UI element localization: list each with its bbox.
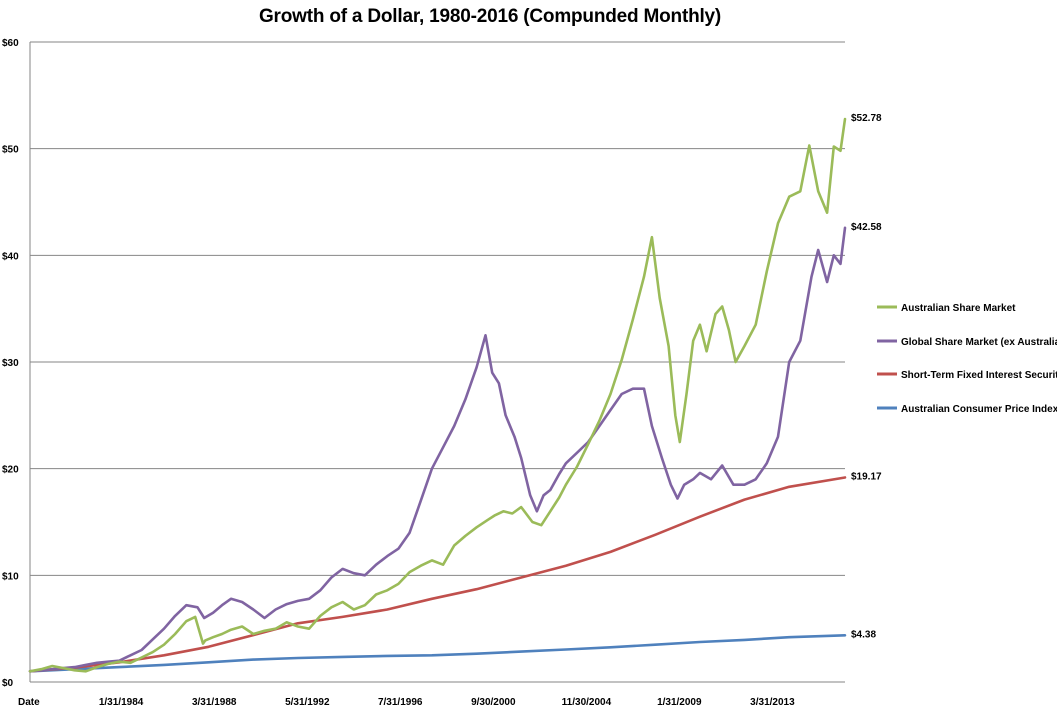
end-value-label: $4.38 <box>851 629 876 640</box>
axes: $0 $10 $20 $30 $40 $50 $60 Date 1/31/1984 3/31/19… <box>2 38 845 708</box>
y-tick-label: $30 <box>2 358 19 369</box>
x-tick-label: Date <box>18 697 40 708</box>
legend: Australian Share Market Global Share Mark… <box>877 303 1057 415</box>
legend-label: Global Share Market (ex Australia) <box>901 337 1057 348</box>
y-tick-label: $60 <box>2 38 19 49</box>
legend-label: Australian Consumer Price Index <box>901 404 1057 415</box>
y-tick-label: $50 <box>2 145 19 156</box>
x-tick-label: 3/31/2013 <box>750 697 795 708</box>
legend-label: Short-Term Fixed Interest Securities <box>901 370 1057 381</box>
end-value-label: $42.58 <box>851 222 882 233</box>
x-tick-label: 3/31/1988 <box>192 697 237 708</box>
y-tick-label: $10 <box>2 571 19 582</box>
x-tick-label: 1/31/2009 <box>657 697 702 708</box>
x-tick-label: 9/30/2000 <box>471 697 516 708</box>
series-line-3 <box>28 476 847 673</box>
y-tick-label: $0 <box>2 678 14 689</box>
series-lines <box>28 117 847 673</box>
y-tick-label: $20 <box>2 465 19 476</box>
series-line-1 <box>28 117 847 673</box>
end-value-label: $19.17 <box>851 472 882 483</box>
x-tick-label: 7/31/1996 <box>378 697 423 708</box>
series-line-4 <box>28 633 847 673</box>
chart-title: Growth of a Dollar, 1980-2016 (Compunded… <box>258 6 722 27</box>
series-line-2 <box>28 226 847 673</box>
x-tick-label: 11/30/2004 <box>562 697 612 708</box>
x-tick-label: 1/31/1984 <box>99 697 144 708</box>
end-value-label: $52.78 <box>851 113 882 124</box>
legend-label: Australian Share Market <box>901 303 1016 314</box>
y-tick-label: $40 <box>2 251 19 262</box>
end-labels: $52.78 $42.58 $19.17 $4.38 <box>851 113 882 640</box>
x-tick-label: 5/31/1992 <box>285 697 330 708</box>
gridlines <box>30 41 845 576</box>
